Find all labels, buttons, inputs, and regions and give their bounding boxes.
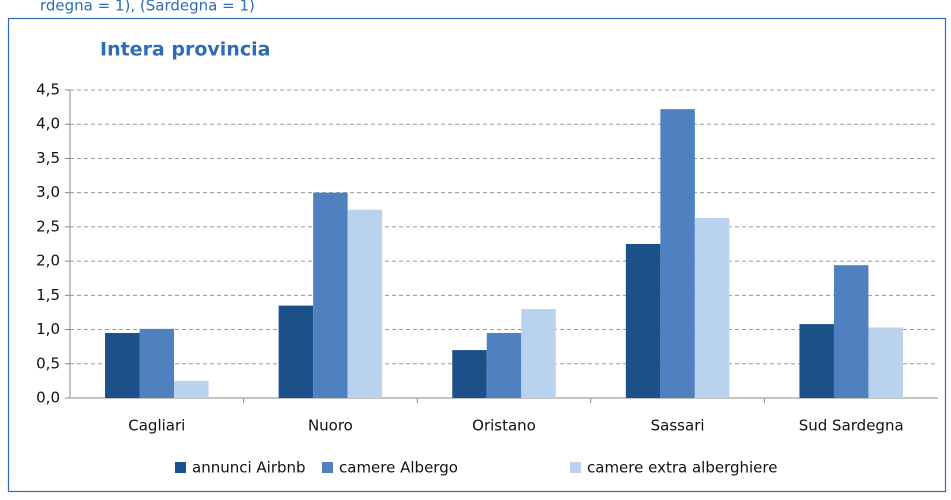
legend-swatch — [175, 462, 186, 473]
bar — [660, 109, 695, 399]
note: rdegna = 1), (Sardegna = 1) — [40, 0, 255, 15]
legend-label: camere Albergo — [339, 459, 458, 477]
bar — [139, 328, 175, 398]
bar — [313, 192, 348, 398]
y-tick-label: 2,0 — [36, 252, 60, 270]
bar — [452, 350, 487, 398]
y-tick-label: 2,5 — [36, 217, 60, 235]
x-tick-label: Oristano — [472, 417, 536, 435]
y-tick-label: 0,5 — [36, 354, 60, 372]
x-tick-label: Cagliari — [128, 417, 185, 435]
legend-label: camere extra alberghiere — [587, 459, 777, 477]
x-tick-label: Nuoro — [308, 417, 353, 435]
chart-title: Intera provincia — [100, 39, 270, 61]
y-tick-label: 1,0 — [36, 320, 60, 338]
chart-frame — [7, 17, 947, 493]
bar — [833, 265, 869, 398]
legend-swatch — [322, 462, 333, 473]
y-tick-label: 4,5 — [36, 81, 60, 99]
bar — [105, 332, 140, 398]
bar — [625, 244, 661, 398]
y-tick-label: 0,0 — [36, 389, 60, 407]
y-tick-label: 3,5 — [36, 149, 60, 167]
legend-label: annunci Airbnb — [192, 459, 306, 477]
bar — [174, 380, 209, 398]
legend-swatch — [570, 462, 581, 473]
x-tick-label: Sud Sardegna — [799, 417, 904, 435]
bar — [347, 209, 383, 398]
bar — [799, 324, 834, 398]
bar — [278, 305, 314, 398]
bar — [868, 327, 903, 398]
y-tick-label: 4,0 — [36, 115, 60, 133]
bar — [486, 332, 522, 398]
y-tick-label: 3,0 — [36, 183, 60, 201]
bar — [694, 217, 730, 398]
y-tick-label: 1,5 — [36, 286, 60, 304]
x-tick-label: Sassari — [651, 417, 705, 435]
bar — [521, 309, 556, 398]
